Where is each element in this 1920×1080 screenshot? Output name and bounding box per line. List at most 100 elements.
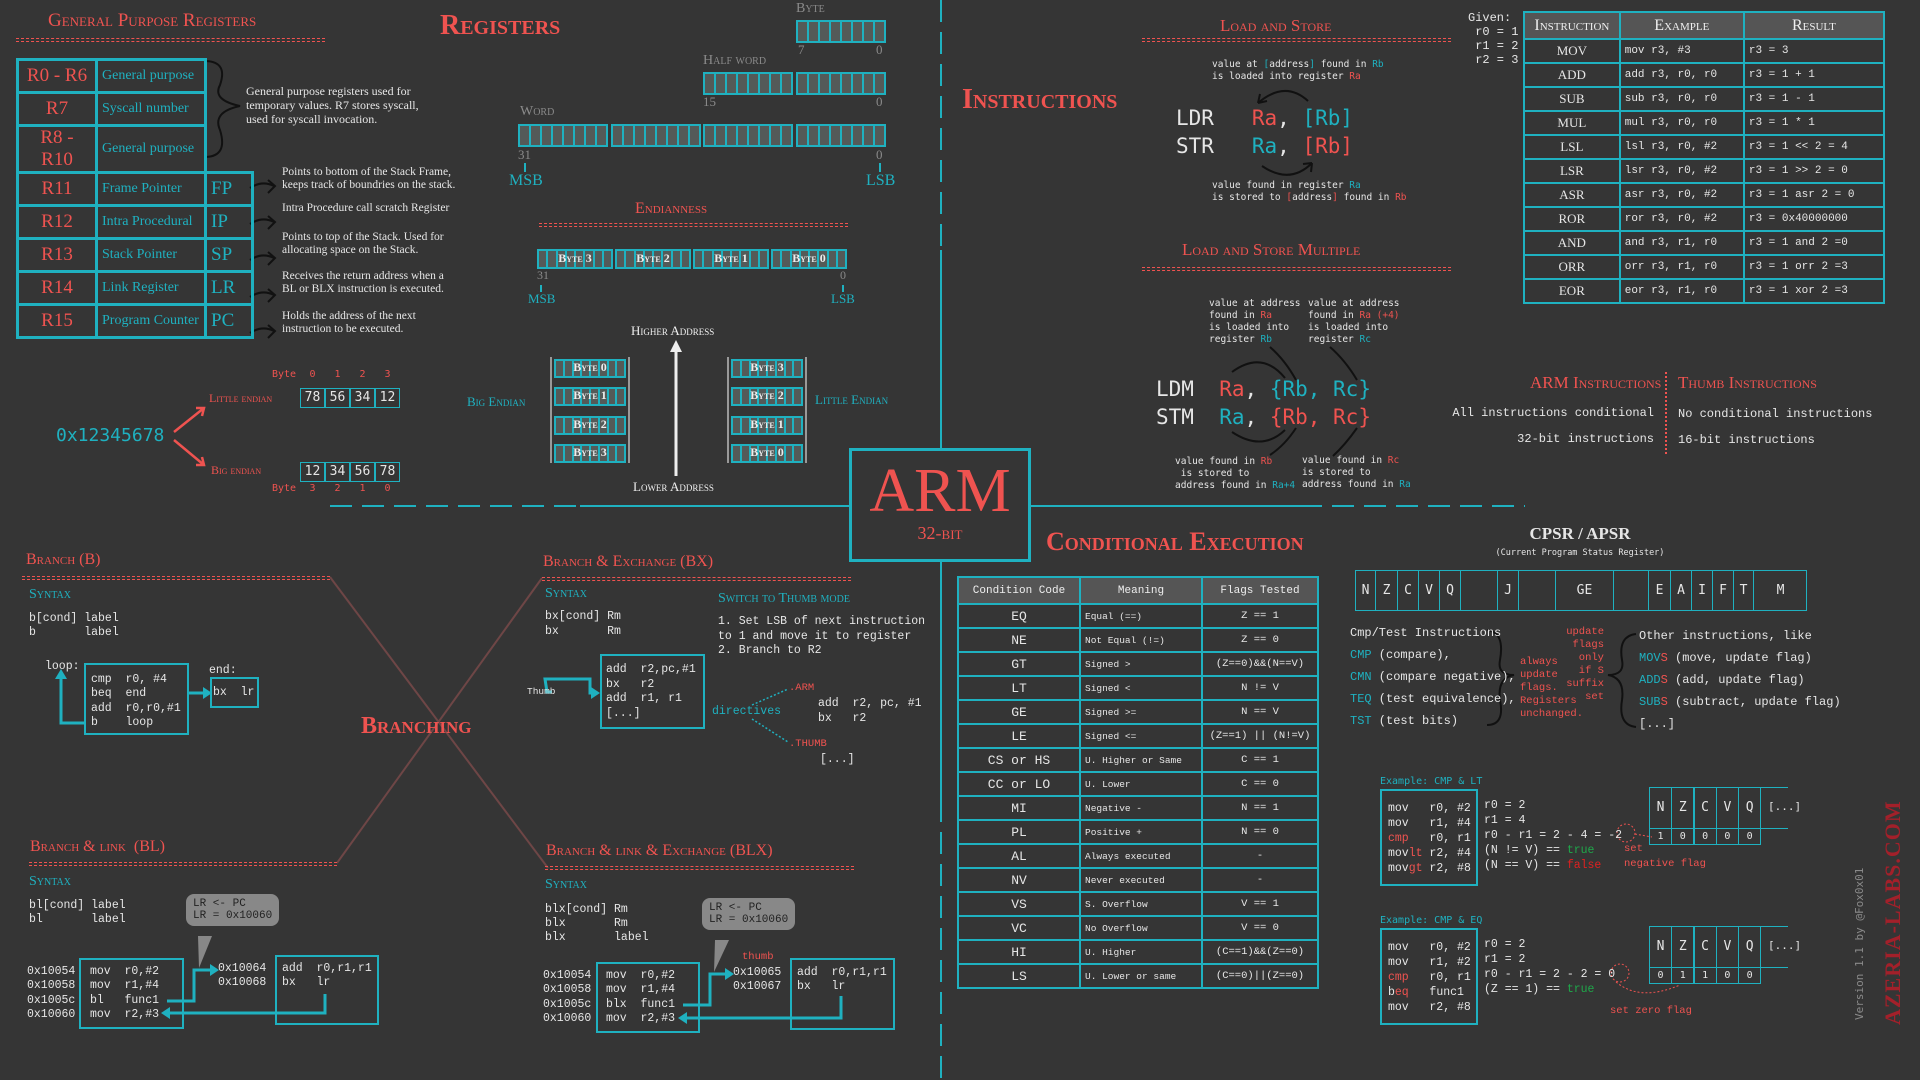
flag-name: C bbox=[1693, 787, 1717, 829]
example-label: Example: CMP & EQ bbox=[1380, 915, 1483, 926]
text-line: is stored to [address] found in Rb bbox=[1212, 192, 1407, 204]
text-segment: gt bbox=[1408, 862, 1423, 875]
text-segment: Ra (+4) bbox=[1359, 310, 1400, 321]
table-row: GT Signed > (Z==0)&&(N==V) bbox=[957, 651, 1319, 677]
register-note: Points to top of the Stack. Used for all… bbox=[282, 231, 444, 256]
endian-byte-label: Byte 1 bbox=[714, 251, 748, 265]
instruction-table: Instruction Example Result MOV mov r3, #3 r3 … bbox=[1523, 11, 1886, 304]
text-line: CMN (compare negative), bbox=[1350, 666, 1516, 688]
table-row: AND and r3, r1, r0 r3 = 1 and 2 =0 bbox=[1523, 230, 1886, 256]
byte-index: 3 bbox=[309, 483, 316, 494]
text-segment: Ra bbox=[1349, 180, 1361, 191]
bit-cell bbox=[820, 126, 831, 145]
bit-cell bbox=[741, 251, 751, 267]
text-line: address found in Ra bbox=[1302, 479, 1411, 491]
word-hi-bit: 31 bbox=[518, 147, 531, 162]
bit-cell bbox=[809, 74, 820, 93]
text-segment: mov r0, #2 bbox=[1388, 802, 1471, 815]
text-segment: Rc bbox=[1359, 334, 1371, 345]
instruction-result: r3 = 1 and 2 =0 bbox=[1742, 230, 1886, 256]
condition-meaning: Negative - bbox=[1079, 795, 1203, 821]
text-segment: CMN bbox=[1350, 670, 1372, 684]
text-line: LDM Ra, {Rb, Rc} bbox=[1156, 375, 1371, 403]
instruction-example: lsl r3, r0, #2 bbox=[1618, 134, 1745, 160]
half-lo-bit: 0 bbox=[876, 94, 883, 109]
register-id: R12 bbox=[16, 204, 98, 240]
bit-cell bbox=[654, 251, 664, 267]
bit-cell bbox=[786, 361, 795, 376]
text-line: Other instructions, like bbox=[1639, 625, 1841, 647]
memory-byte bbox=[731, 416, 803, 435]
bit-cell bbox=[582, 361, 591, 376]
endian-msb: MSB bbox=[528, 291, 556, 306]
instructions-title: Instructions bbox=[962, 84, 1118, 115]
text-line: value found in Rb bbox=[1175, 456, 1295, 468]
bl-target-code: add r0,r1,r1 bx lr bbox=[282, 962, 372, 990]
bit-cell bbox=[831, 126, 842, 145]
text-line: TST (test bits) bbox=[1350, 710, 1516, 732]
flags-tested: C == 0 bbox=[1201, 771, 1319, 797]
text-segment: {Rb, Rc} bbox=[1269, 405, 1371, 429]
text-segment: func1 bbox=[1408, 986, 1464, 999]
bit-cell bbox=[738, 126, 749, 145]
flags-tested: N == 0 bbox=[1201, 819, 1319, 845]
register-id: R0 - R6 bbox=[16, 58, 98, 94]
column-header: Instruction bbox=[1523, 11, 1621, 40]
bit-cell bbox=[820, 74, 831, 93]
given-line: r1 = 2 bbox=[1468, 39, 1519, 53]
register-note: Intra Procedure call scratch Register bbox=[282, 202, 450, 214]
memory-byte bbox=[554, 444, 626, 463]
text-segment: is stored to bbox=[1175, 468, 1250, 479]
flags-tested: N == V bbox=[1201, 699, 1319, 725]
text-line: MOVS (move, update flag) bbox=[1639, 647, 1841, 669]
text-segment: r2, #4 bbox=[1422, 847, 1471, 860]
text-line: cmp r0, r1 bbox=[1388, 831, 1476, 846]
instruction-example: eor r3, r1, r0 bbox=[1618, 278, 1745, 304]
bl-code-box bbox=[79, 958, 184, 1029]
bit-cell bbox=[520, 126, 531, 145]
text-line: address found in Ra+4 bbox=[1175, 480, 1295, 492]
table-row: SUB sub r3, r0, r0 r3 = 1 - 1 bbox=[1523, 86, 1886, 112]
blx-lr-bubble: LR <- PC LR = 0x10060 bbox=[702, 898, 796, 930]
bit-cell bbox=[553, 126, 564, 145]
bit-cell bbox=[727, 126, 738, 145]
text-line: value found in Rc bbox=[1302, 455, 1411, 467]
always-update-note: always update flags. Registers unchanged… bbox=[1520, 656, 1584, 720]
flag-value: 0 bbox=[1715, 828, 1739, 845]
text-segment: is loaded into bbox=[1209, 322, 1290, 333]
bit-cell bbox=[759, 418, 768, 433]
bit-cell bbox=[576, 251, 586, 267]
instruction-name: EOR bbox=[1523, 278, 1621, 304]
bit-cell bbox=[635, 126, 646, 145]
given-values: Given: r0 = 1 r1 = 2 r2 = 3 bbox=[1468, 11, 1518, 67]
byte-index: 1 bbox=[359, 483, 366, 494]
register-note: Receives the return address when a BL or… bbox=[282, 270, 444, 295]
bit-cell bbox=[558, 251, 567, 267]
text-segment: is stored to bbox=[1212, 192, 1287, 203]
memory-byte-label: Byte 1 bbox=[750, 417, 784, 431]
blx-addresses: 0x10054 0x10058 0x1005c 0x10060 bbox=[543, 969, 592, 1025]
memory-big-endian-label: Big Endian bbox=[467, 394, 526, 409]
condition-meaning: Equal (==) bbox=[1079, 603, 1203, 629]
text-line: value at address bbox=[1308, 298, 1400, 310]
flag-value: 0 bbox=[1693, 828, 1717, 845]
text-line: CMP (compare), bbox=[1350, 644, 1516, 666]
text-segment: is loaded into register bbox=[1212, 71, 1350, 82]
bx-code-box bbox=[600, 654, 705, 729]
text-line: (N == V) == false bbox=[1484, 858, 1622, 873]
text-segment: LDM bbox=[1156, 377, 1220, 401]
table-row: EQ Equal (==) Z == 1 bbox=[957, 603, 1319, 629]
table-row: LS U. Lower or same (C==0)||(Z==0) bbox=[957, 963, 1319, 989]
text-segment: register bbox=[1209, 334, 1261, 345]
text-segment: (compare), bbox=[1371, 648, 1451, 662]
instruction-name: AND bbox=[1523, 230, 1621, 256]
condition-code: LS bbox=[957, 963, 1081, 989]
end-label: end: bbox=[209, 664, 237, 677]
example-code-box: mov r0, #2 mov r1, #2 cmp r0, r1 beq func1 m… bbox=[1380, 928, 1478, 1025]
text-segment: address found in bbox=[1302, 479, 1400, 490]
text-segment: mov r2, #8 bbox=[1388, 1001, 1471, 1014]
bit-cell bbox=[624, 126, 635, 145]
instruction-result: r3 = 3 bbox=[1742, 38, 1886, 64]
register-row: R15 Program Counter PC bbox=[16, 303, 254, 339]
